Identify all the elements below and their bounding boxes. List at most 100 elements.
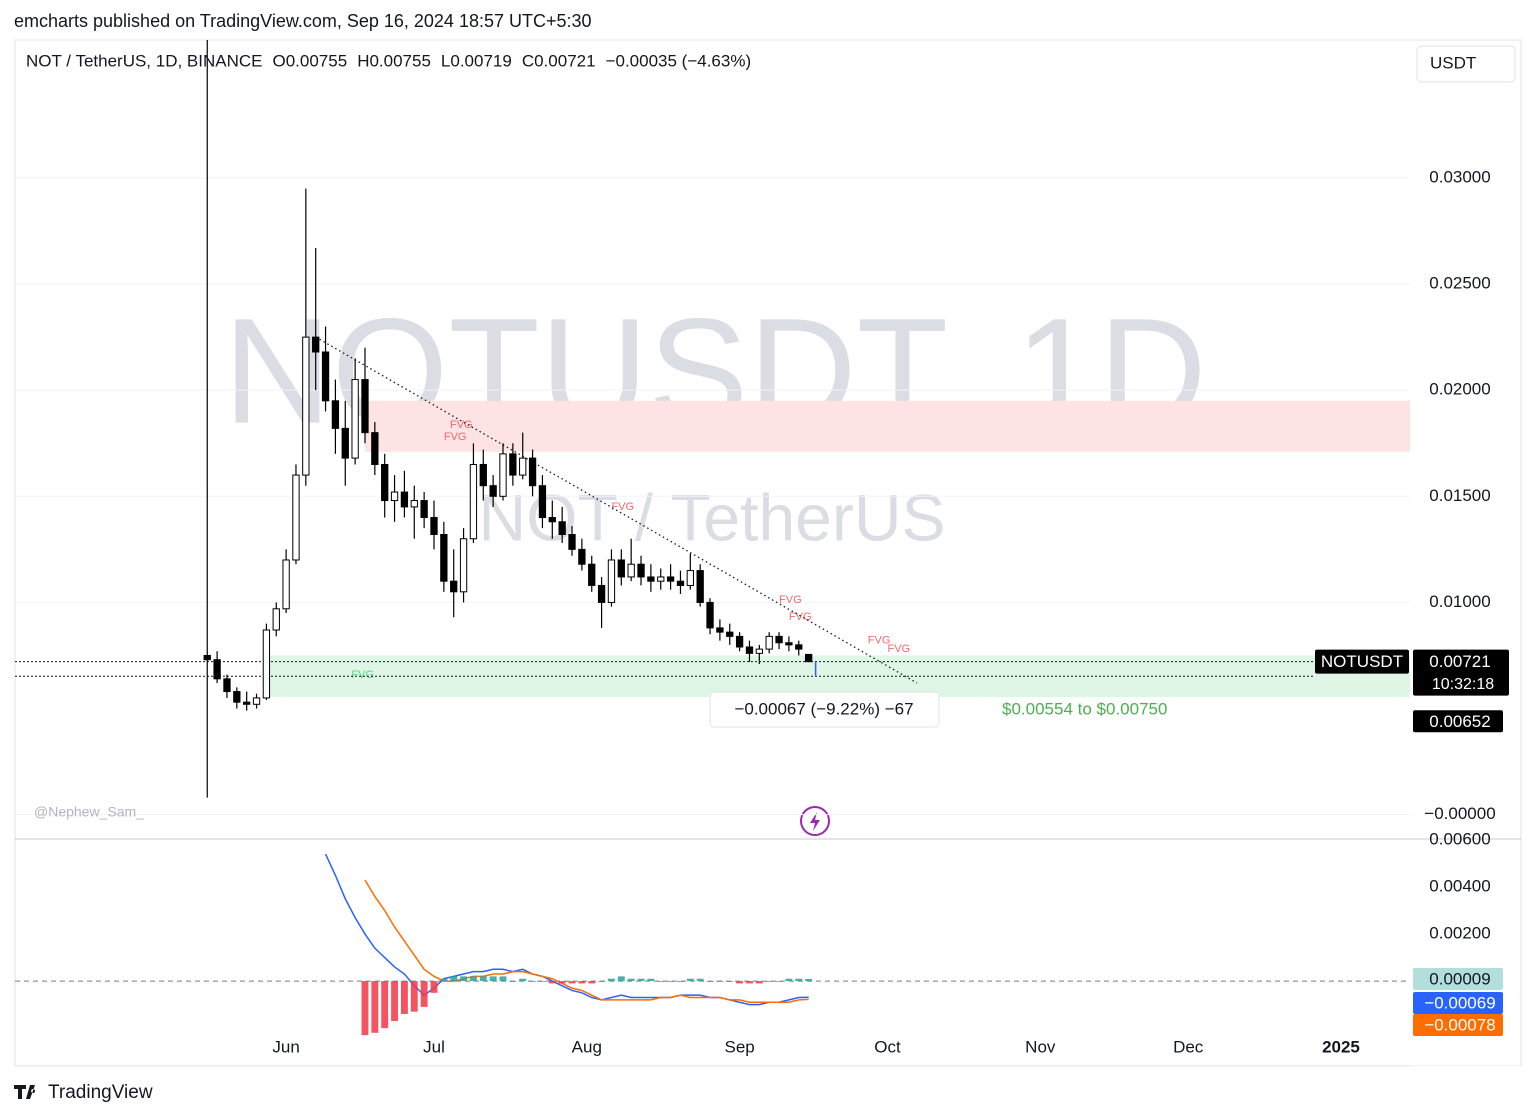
signature: @Nephew_Sam_ [34,804,144,820]
alert-icon[interactable] [800,806,830,836]
macd-histogram-bar [400,981,408,1014]
watermark: NOT / TetherUS [478,480,945,554]
macd-histogram-bar [450,976,458,982]
legend-open: O0.00755 [273,51,348,70]
candle-body [568,534,576,550]
macd-histogram-bar [667,981,675,982]
candle-body [213,659,221,680]
macd-histogram-bar [558,981,566,984]
macd-histogram-bar [529,981,537,982]
candle-body [578,548,586,565]
macd-histogram-bar [509,981,517,982]
macd-histogram-bar [795,978,803,982]
candle-body [351,379,359,459]
price-tag [1413,649,1509,696]
candle-body [775,635,783,644]
candle-body [795,644,803,650]
macd-histogram-bar [420,981,428,1007]
countdown: 10:32:18 [1432,676,1494,693]
candle-body [381,463,389,502]
candle-body [519,457,527,476]
candle-body [548,517,556,523]
fvg-zone [364,400,1411,452]
macd-histogram-bar [410,981,418,1012]
candle-body [755,648,763,654]
macd-histogram-bar [726,981,734,982]
macd-histogram-bar [371,981,379,1033]
candle-body [509,453,517,476]
symbol-tag-text: NOTUSDT [1321,652,1403,671]
candle-body [489,485,497,497]
trendline [315,336,918,684]
currency-button[interactable] [1416,45,1516,83]
value-tag-text: −0.00078 [1424,1015,1495,1034]
candle-body [666,576,675,582]
candle-body [785,642,793,646]
macd-line [364,879,809,1003]
macd-histogram-bar [706,981,714,982]
candle-body [735,635,744,648]
macd-histogram-bar [538,981,546,982]
price-tag-text: 0.00721 [1429,652,1490,671]
y-tick-label: 0.01000 [1429,592,1490,611]
fvg-label: FVG [887,643,910,655]
y-tick-label: 0.00200 [1429,924,1490,943]
legend-low: L0.00719 [441,51,512,70]
candle-body [499,453,507,497]
macd-histogram-bar [430,981,438,993]
legend-close: C0.00721 [522,51,596,70]
candle-body [469,463,478,540]
footer-logo [14,1085,36,1099]
candle-body [420,500,428,519]
x-tick-label: Jul [423,1037,445,1056]
macd-histogram-bar [440,978,448,982]
candle-body [223,678,231,693]
fvg-zone-label: FVG [351,669,374,681]
macd-histogram-bar [617,976,625,982]
candle-body [400,491,409,508]
fvg-label: FVG [444,431,467,443]
candle-body [282,559,290,610]
candle-body [410,500,418,508]
candle-body [676,580,685,586]
fvg-zone-label: FVG [450,419,473,431]
candle-body [272,608,280,631]
macd-histogram-bar [489,976,497,982]
macd-histogram-bar [657,981,665,982]
y-tick-label: 0.01500 [1429,486,1490,505]
candle-body [450,580,458,593]
macd-histogram-bar [775,981,783,982]
candle-body [765,635,773,650]
candle-body [479,463,487,487]
candle-body [696,570,704,603]
macd-histogram-bar [765,981,773,982]
y-tick-label: 0.02000 [1429,380,1490,399]
x-tick-label: 2025 [1322,1037,1360,1056]
pane-edge [1410,1066,1536,1086]
currency-label[interactable]: USDT [1430,53,1476,72]
candle-body [558,521,566,536]
candle-body [657,576,665,582]
macd-histogram-bar [716,981,724,982]
candle-body [617,559,625,578]
macd-histogram-bar [607,978,615,982]
macd-histogram-bar [568,981,576,984]
value-tag [1413,992,1503,1014]
candle-body [440,534,448,582]
chart-frame [14,39,1522,1067]
x-tick-label: Nov [1025,1037,1056,1056]
macd-histogram-bar [637,978,645,982]
macd-histogram-bar [736,981,744,984]
candle-body [726,631,734,637]
candle-body [243,701,251,705]
macd-histogram-bar [391,981,399,1022]
candle-body [341,427,349,459]
footer-brand: TradingView [48,1082,153,1103]
macd-histogram-bar [469,976,477,982]
measure-label: −0.00067 (−9.22%) −67 [734,699,913,718]
candle-body [686,570,694,586]
x-tick-label: Aug [572,1037,602,1056]
publisher: emcharts published on TradingView.com, S… [14,11,592,31]
